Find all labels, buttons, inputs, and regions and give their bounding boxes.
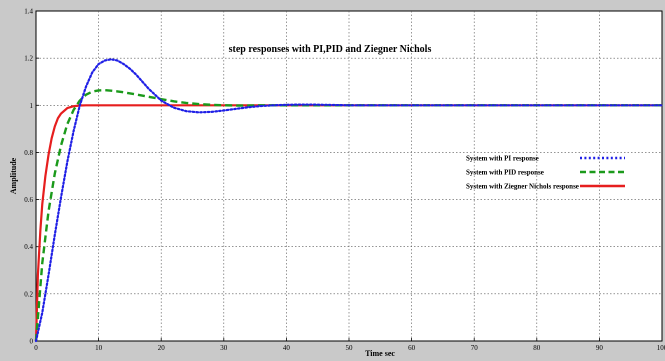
x-tick-label: 10 [95, 344, 103, 352]
series-line-1 [34, 89, 662, 342]
legend-label-1: System with PID response [466, 169, 544, 177]
x-tick-label: 40 [283, 344, 291, 352]
y-tick-label: 0.4 [24, 243, 33, 251]
y-tick-label: 0.8 [24, 149, 33, 157]
y-tick-label: 1.4 [24, 8, 33, 16]
series-layer [34, 58, 664, 343]
y-tick-label: 1.2 [24, 55, 33, 63]
y-tick-label: 0.2 [24, 290, 33, 298]
y-tick-label: 0 [30, 338, 34, 346]
chart-title: step responses with PI,PID and Ziegner N… [229, 44, 432, 55]
legend-label-2: System with Ziegner Nichols response [466, 183, 579, 191]
x-axis-ticks: 0 10 20 30 40 50 60 70 80 90 100 [34, 338, 665, 352]
legend-label-0: System with PI response [466, 155, 539, 163]
series-line-0 [34, 58, 664, 343]
x-tick-label: 50 [346, 344, 354, 352]
x-tick-label: 100 [657, 344, 665, 352]
x-tick-label: 90 [596, 344, 604, 352]
x-tick-label: 0 [34, 344, 38, 352]
x-tick-label: 80 [533, 344, 541, 352]
x-tick-label: 20 [158, 344, 166, 352]
y-tick-label: 0.6 [24, 196, 33, 204]
x-tick-label: 30 [220, 344, 228, 352]
x-tick-label: 70 [471, 344, 479, 352]
y-axis-label: Amplitude [9, 157, 18, 194]
x-axis-label: Time sec [365, 349, 395, 358]
legend: System with PI response System with PID r… [466, 155, 625, 191]
y-tick-label: 1 [30, 102, 34, 110]
y-axis-ticks: 0 0.2 0.4 0.6 0.8 1 1.2 1.4 [24, 8, 39, 346]
x-tick-label: 60 [408, 344, 416, 352]
